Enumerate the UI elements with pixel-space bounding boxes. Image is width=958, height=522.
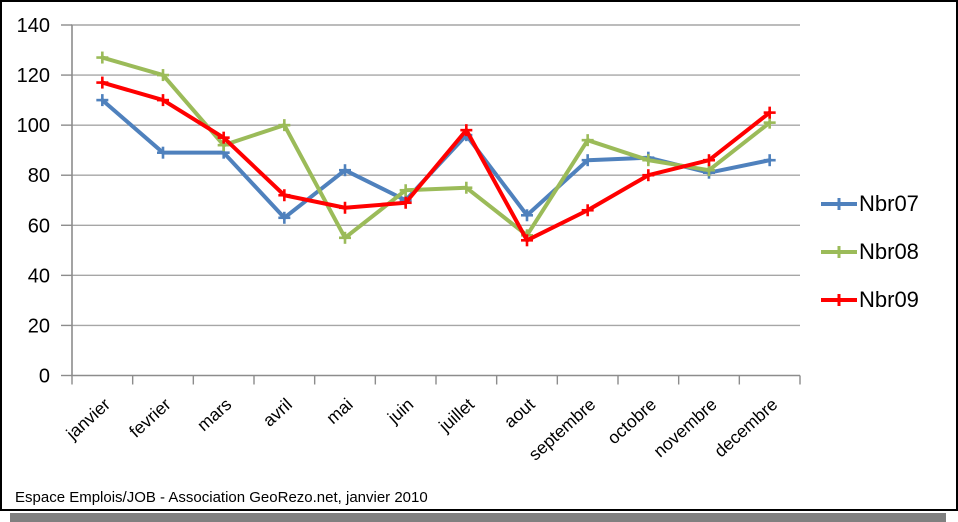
line-chart-canvas: 0 20 40 60 80 100 120 140 janvier fevrier mars avri…	[17, 15, 801, 464]
svg-text:novembre: novembre	[649, 394, 720, 461]
svg-text:20: 20	[28, 315, 50, 337]
legend-line-sample-icon	[821, 293, 857, 306]
y-axis-labels: 0 20 40 60 80 100 120 140	[17, 15, 50, 388]
legend-line-sample-icon	[821, 197, 857, 210]
svg-text:fevrier: fevrier	[125, 394, 175, 442]
legend-item-nbr08: Nbr08	[820, 236, 919, 267]
axes	[61, 24, 801, 385]
svg-text:40: 40	[28, 265, 50, 287]
legend-label: Nbr08	[859, 238, 919, 264]
svg-text:0: 0	[39, 366, 50, 388]
legend-item-nbr09: Nbr09	[820, 284, 919, 315]
svg-text:janvier: janvier	[62, 394, 115, 444]
footer-caption: Espace Emplois/JOB - Association GeoRezo…	[15, 489, 428, 506]
svg-text:120: 120	[17, 65, 50, 87]
svg-text:100: 100	[17, 115, 50, 137]
svg-text:octobre: octobre	[603, 394, 660, 448]
series-Nbr09	[96, 76, 776, 247]
svg-text:mars: mars	[193, 394, 235, 435]
svg-text:80: 80	[28, 165, 50, 187]
legend-item-nbr07: Nbr07	[820, 188, 919, 219]
gridlines	[71, 24, 800, 327]
svg-text:mai: mai	[322, 394, 356, 428]
svg-text:60: 60	[28, 215, 50, 237]
svg-text:140: 140	[17, 15, 50, 37]
window-frame: 0 20 40 60 80 100 120 140 janvier fevrier mars avri…	[0, 0, 958, 511]
svg-text:juin: juin	[383, 394, 417, 428]
legend-line-sample-icon	[821, 245, 857, 258]
svg-text:juillet: juillet	[434, 394, 478, 436]
svg-text:decembre: decembre	[710, 394, 781, 461]
chart-legend: Nbr07 Nbr08 Nbr09	[820, 188, 919, 315]
svg-text:septembre: septembre	[525, 394, 600, 464]
legend-label: Nbr09	[859, 286, 919, 312]
x-axis-labels: janvier fevrier mars avril mai juin juillet aou…	[62, 394, 782, 464]
svg-text:avril: avril	[259, 394, 296, 430]
svg-text:aout: aout	[500, 394, 539, 432]
series-Nbr08	[96, 51, 776, 244]
window-shadow	[10, 513, 946, 522]
legend-label: Nbr07	[859, 190, 919, 216]
